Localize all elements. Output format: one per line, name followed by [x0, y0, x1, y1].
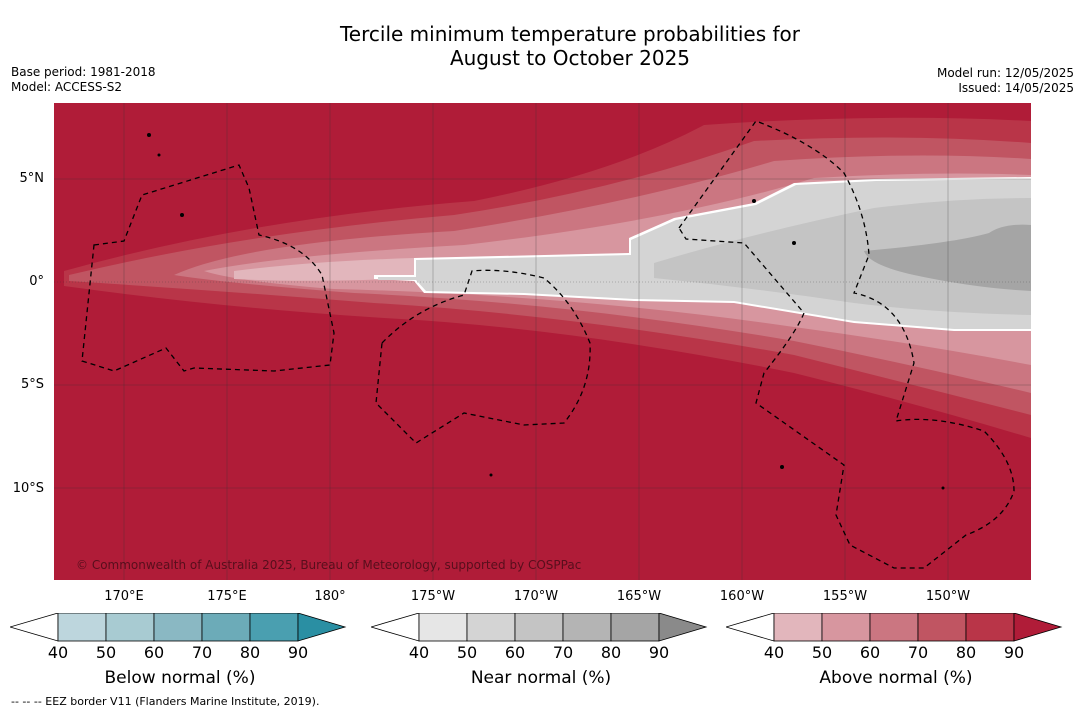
- colorbar-segment: [965, 613, 1015, 642]
- island: [780, 465, 784, 469]
- lon-label-180: 180°: [314, 589, 346, 604]
- colorbar-segment: [105, 613, 155, 642]
- island: [752, 199, 756, 203]
- colorbar-segment: [917, 613, 967, 642]
- colorbar-tick-label: 90: [1003, 643, 1025, 662]
- colorbar-tick-label: 50: [811, 643, 833, 662]
- colorbar-tick-label: 50: [95, 643, 117, 662]
- colorbar-above-normal: [726, 613, 1063, 642]
- colorbar-title-near: Near normal (%): [470, 668, 612, 688]
- probability-map: © Commonwealth of Australia 2025, Bureau…: [54, 103, 1031, 580]
- colorbar-extend-low: [371, 613, 420, 642]
- base-period: Base period: 1981-2018: [11, 65, 156, 79]
- island: [941, 486, 945, 490]
- lon-label-175w: 175°W: [410, 589, 456, 604]
- island: [792, 241, 796, 245]
- island: [489, 473, 493, 477]
- title-line-1: Tercile minimum temperature probabilitie…: [339, 22, 801, 46]
- lat-label-0: 0°: [29, 274, 44, 289]
- colorbar-tick-label: 90: [287, 643, 309, 662]
- colorbar-title-below: Below normal (%): [104, 668, 256, 688]
- colorbar-segment: [773, 613, 823, 642]
- island: [157, 153, 161, 157]
- colorbar-extend-high: [297, 613, 347, 642]
- colorbar-tick-label: 50: [456, 643, 478, 662]
- colorbar-tick-label: 80: [239, 643, 261, 662]
- colorbar-tick-label: 70: [552, 643, 574, 662]
- colorbar-segment: [201, 613, 251, 642]
- colorbar-segment: [418, 613, 468, 642]
- map-title: Tercile minimum temperature probabilitie…: [0, 22, 1085, 70]
- colorbar-tick-label: 70: [907, 643, 929, 662]
- island: [180, 213, 184, 217]
- colorbar-segment: [249, 613, 299, 642]
- colorbar-extend-low: [10, 613, 59, 642]
- lon-label-150w: 150°W: [925, 589, 971, 604]
- eez-tokelau-phoenix: [375, 269, 591, 444]
- eez-borders: [81, 120, 1015, 569]
- colorbar-tick-label: 40: [47, 643, 69, 662]
- colorbar-extend-high: [658, 613, 708, 642]
- colorbar-tick-label: 60: [143, 643, 165, 662]
- colorbar-extend-low: [726, 613, 775, 642]
- colorbar-segment: [562, 613, 612, 642]
- colorbar-tick-label: 90: [648, 643, 670, 662]
- lon-label-160w: 160°W: [719, 589, 765, 604]
- colorbar-tick-label: 60: [859, 643, 881, 662]
- colorbar-below-normal: [10, 613, 347, 642]
- copyright-notice: © Commonwealth of Australia 2025, Bureau…: [76, 558, 581, 572]
- model-name: Model: ACCESS-S2: [11, 80, 123, 94]
- lon-label-165w: 165°W: [616, 589, 662, 604]
- colorbar-segment: [610, 613, 660, 642]
- colorbar-segment: [466, 613, 516, 642]
- lon-label-175e: 175°E: [207, 589, 247, 604]
- eez-legend: -- -- -- EEZ border V11 (Flanders Marine…: [11, 695, 320, 708]
- graticule: [54, 103, 1031, 580]
- lat-label-10s: 10°S: [12, 481, 44, 496]
- colorbar-tick-label: 70: [191, 643, 213, 662]
- lon-label-170w: 170°W: [513, 589, 559, 604]
- colorbar-segment: [153, 613, 203, 642]
- island: [147, 133, 151, 137]
- colorbar-tick-label: 80: [955, 643, 977, 662]
- colorbar-segment: [821, 613, 871, 642]
- lon-label-155w: 155°W: [822, 589, 868, 604]
- colorbar-title-above: Above normal (%): [819, 668, 973, 688]
- colorbar-segment: [869, 613, 919, 642]
- lat-label-5s: 5°S: [20, 377, 44, 392]
- islands: [147, 133, 945, 490]
- near-band-60: [654, 198, 1031, 315]
- meta-right: Model run: 12/05/2025 Issued: 14/05/2025: [937, 66, 1074, 96]
- colorbar-segment: [514, 613, 564, 642]
- title-line-2: August to October 2025: [449, 46, 691, 70]
- colorbar-extend-high: [1013, 613, 1063, 642]
- lon-label-170e: 170°E: [104, 589, 144, 604]
- issued-date: Issued: 14/05/2025: [958, 81, 1074, 95]
- colorbar-segment: [57, 613, 107, 642]
- lat-label-5n: 5°N: [19, 171, 45, 186]
- colorbar-near-normal: [371, 613, 708, 642]
- colorbar-tick-label: 40: [408, 643, 430, 662]
- near-band-80: [864, 224, 1031, 291]
- above-band-40: [234, 258, 414, 281]
- eez-kiribati-gilbert: [81, 164, 335, 372]
- model-run: Model run: 12/05/2025: [936, 66, 1074, 80]
- meta-left: Base period: 1981-2018 Model: ACCESS-S2: [11, 65, 156, 95]
- eez-line-islands: [678, 120, 1015, 569]
- colorbar-tick-label: 40: [763, 643, 785, 662]
- colorbar-tick-label: 80: [600, 643, 622, 662]
- colorbar-tick-label: 60: [504, 643, 526, 662]
